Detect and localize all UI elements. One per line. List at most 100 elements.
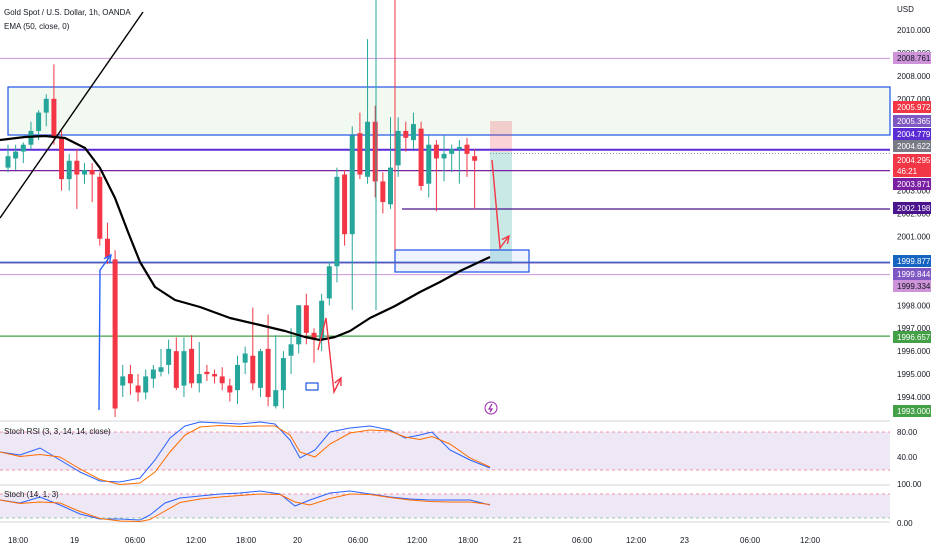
candle[interactable] bbox=[82, 169, 87, 175]
candle[interactable] bbox=[120, 376, 126, 386]
candle[interactable] bbox=[456, 146, 462, 150]
candle[interactable] bbox=[342, 174, 348, 235]
price-badge[interactable]: 1999.844 bbox=[893, 268, 931, 280]
candle[interactable] bbox=[357, 133, 363, 175]
small-zone-rect[interactable] bbox=[305, 382, 319, 391]
price-badge[interactable]: 2004.295 bbox=[893, 154, 931, 166]
candle[interactable] bbox=[403, 130, 409, 138]
candle[interactable] bbox=[143, 376, 149, 393]
candle[interactable] bbox=[104, 238, 110, 258]
price-badge[interactable]: 2004.779 bbox=[893, 128, 931, 140]
candle[interactable] bbox=[36, 112, 42, 131]
price-badge[interactable]: 2002.198 bbox=[893, 202, 931, 214]
candle[interactable] bbox=[433, 144, 439, 159]
candle[interactable] bbox=[311, 332, 317, 340]
candle[interactable] bbox=[181, 351, 187, 386]
candle[interactable] bbox=[13, 151, 19, 159]
candle[interactable] bbox=[51, 98, 57, 138]
supply-zone-rect[interactable] bbox=[7, 86, 891, 136]
candle[interactable] bbox=[418, 128, 424, 186]
candle[interactable] bbox=[410, 124, 416, 141]
candle[interactable] bbox=[395, 130, 401, 166]
candle[interactable] bbox=[97, 176, 103, 239]
candle[interactable] bbox=[235, 364, 240, 391]
price-badge[interactable]: 2003.871 bbox=[893, 178, 931, 190]
candle[interactable] bbox=[219, 376, 225, 384]
stoch-rsi-k-line[interactable] bbox=[0, 421, 491, 483]
candle[interactable] bbox=[127, 374, 133, 384]
candle[interactable] bbox=[135, 385, 141, 393]
candle[interactable] bbox=[464, 144, 470, 154]
candle[interactable] bbox=[472, 156, 478, 161]
candle[interactable] bbox=[196, 374, 202, 384]
price-badge[interactable]: 2005.972 bbox=[893, 101, 931, 113]
price-badge[interactable]: 1996.657 bbox=[893, 331, 931, 343]
candle[interactable] bbox=[372, 121, 378, 182]
stoch-d-line[interactable] bbox=[0, 493, 491, 523]
candle[interactable] bbox=[28, 130, 34, 145]
lightning-icon[interactable] bbox=[484, 401, 498, 415]
stoch-rsi-label[interactable]: Stoch RSI (3, 3, 14, 14, close) bbox=[4, 427, 111, 436]
candle[interactable] bbox=[204, 371, 210, 375]
candle[interactable] bbox=[288, 344, 294, 356]
candle[interactable] bbox=[426, 144, 432, 184]
candle[interactable] bbox=[227, 385, 233, 393]
candle[interactable] bbox=[257, 351, 263, 388]
candle[interactable] bbox=[242, 353, 248, 363]
blue-arrow[interactable] bbox=[98, 253, 112, 411]
ema-legend-label[interactable]: EMA (50, close, 0) bbox=[4, 22, 70, 31]
candle[interactable] bbox=[250, 355, 256, 384]
stoch-pane[interactable]: Stoch (14, 1, 3) bbox=[0, 490, 890, 523]
stoch-label[interactable]: Stoch (14, 1, 3) bbox=[4, 490, 59, 499]
candle[interactable] bbox=[280, 358, 286, 391]
chart-symbol-title[interactable]: Gold Spot / U.S. Dollar, 1h, OANDA bbox=[4, 8, 131, 17]
candle[interactable] bbox=[74, 160, 80, 175]
candle[interactable] bbox=[150, 369, 156, 379]
candle[interactable] bbox=[326, 266, 332, 299]
candle[interactable] bbox=[388, 167, 393, 205]
candle[interactable] bbox=[189, 348, 195, 384]
candle[interactable] bbox=[5, 156, 11, 168]
position-stop-zone[interactable] bbox=[490, 121, 512, 152]
candle[interactable] bbox=[319, 300, 325, 340]
position-target-zone[interactable] bbox=[490, 152, 512, 264]
price-pane[interactable] bbox=[0, 0, 891, 523]
red-arrow[interactable] bbox=[317, 317, 342, 395]
candle[interactable] bbox=[43, 98, 49, 113]
candle[interactable] bbox=[296, 305, 302, 345]
candle[interactable] bbox=[334, 176, 340, 267]
ema-line[interactable] bbox=[0, 134, 491, 342]
candle[interactable] bbox=[441, 153, 447, 159]
candle[interactable] bbox=[380, 181, 386, 203]
price-badge[interactable]: 2008.761 bbox=[893, 52, 931, 64]
candle[interactable] bbox=[173, 351, 179, 388]
candle[interactable] bbox=[158, 367, 164, 372]
candle[interactable] bbox=[449, 149, 455, 154]
candle[interactable] bbox=[212, 374, 218, 377]
candle[interactable] bbox=[89, 169, 95, 175]
trend-line[interactable] bbox=[0, 11, 144, 219]
candle[interactable] bbox=[112, 259, 118, 409]
candle[interactable] bbox=[349, 135, 355, 235]
candle[interactable] bbox=[166, 348, 172, 365]
candle[interactable] bbox=[20, 144, 26, 152]
candle[interactable] bbox=[66, 160, 72, 180]
price-badge[interactable]: 1999.877 bbox=[893, 255, 931, 267]
candle[interactable] bbox=[303, 305, 309, 333]
price-badge[interactable]: 1999.334 bbox=[893, 280, 931, 292]
stoch-rsi-d-line[interactable] bbox=[0, 424, 491, 486]
price-badge[interactable]: 46:21 bbox=[893, 165, 931, 177]
stoch-rsi-pane[interactable]: Stoch RSI (3, 3, 14, 14, close) bbox=[0, 421, 890, 486]
candle[interactable] bbox=[273, 390, 279, 407]
price-badge[interactable]: 1993.000 bbox=[893, 405, 931, 417]
price-badge[interactable]: 2005.365 bbox=[893, 115, 931, 127]
candle[interactable] bbox=[265, 348, 271, 398]
price-badge[interactable]: 2004.622 bbox=[893, 140, 931, 152]
red-arrow-target[interactable] bbox=[491, 159, 510, 250]
price-axis[interactable]: USD2010.0002009.0002008.0002007.0002006.… bbox=[893, 5, 931, 528]
demand-zone-rect[interactable] bbox=[394, 249, 530, 273]
candle[interactable] bbox=[365, 121, 371, 177]
stoch-k-line[interactable] bbox=[0, 490, 491, 521]
candle[interactable] bbox=[59, 137, 65, 180]
